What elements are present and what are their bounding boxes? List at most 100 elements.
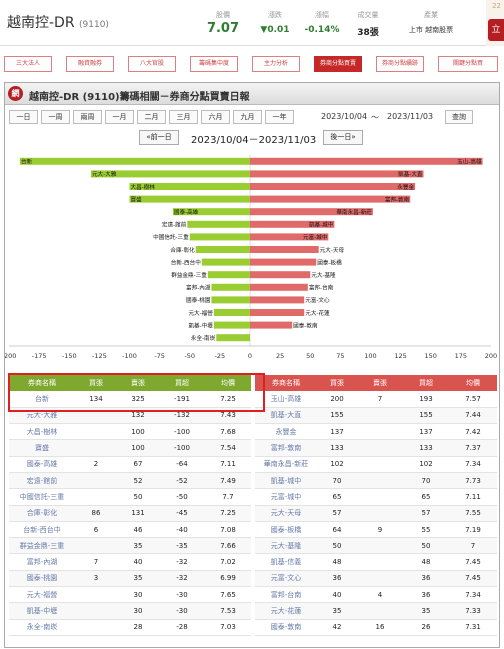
next-day-button[interactable]: 後一日»: [323, 130, 363, 145]
buy-broker-link[interactable]: 凱基-中壢: [9, 602, 75, 620]
period-9m-button[interactable]: 九月: [233, 110, 262, 124]
buy-cell: 3: [75, 570, 117, 588]
sell-broker-link[interactable]: 凱基-信義: [255, 553, 317, 571]
sell-broker-link[interactable]: 國泰-板橋: [255, 521, 317, 539]
buy-bar: [187, 220, 250, 228]
highlight-box: [8, 373, 265, 412]
sell-cell: 16: [357, 619, 403, 636]
x-tick-label: -150: [62, 352, 77, 360]
buy-cell: -30: [159, 602, 205, 620]
stock-name: 越南控-DR: [7, 15, 75, 31]
buy-bar-label: 元大-大雅: [92, 170, 117, 178]
tab-concentration[interactable]: 籌碼集中度: [190, 56, 238, 72]
tab-broker-daily[interactable]: 券商分點買賣: [314, 56, 362, 72]
sell-cell: 7.34: [449, 456, 497, 473]
tab-key-broker[interactable]: 關鍵分點買: [438, 56, 498, 72]
sell-cell: [357, 537, 403, 555]
tab-main-force[interactable]: 主力分析: [252, 56, 300, 72]
sell-broker-link[interactable]: 國泰-敦南: [255, 619, 317, 636]
buy-broker-link[interactable]: 合庫-彰化: [9, 505, 75, 522]
panel-title: 越南控-DR (9110)籌碼相關－券商分點買賣日報: [29, 92, 250, 103]
sell-broker-link[interactable]: 永豐金: [255, 423, 317, 441]
sell-broker-link[interactable]: 富邦-台南: [255, 586, 317, 604]
sell-broker-link[interactable]: 凱基-城中: [255, 472, 317, 490]
buy-broker-link[interactable]: 國泰-高雄: [9, 456, 75, 473]
date-from-field[interactable]: 2023/10/04: [321, 112, 368, 121]
buy-broker-link[interactable]: 群益金鼎-三重: [9, 537, 75, 555]
sell-table-body: 玉山-高雄 200 7 193 7.57 凱基-大直 155 155 7.44 永豐金 137 137…: [255, 391, 497, 636]
buy-broker-link[interactable]: 大昌-樹林: [9, 423, 75, 441]
sell-broker-link[interactable]: 元大-天母: [255, 505, 317, 522]
sell-table-row: 國泰-敦南 42 16 26 7.31: [255, 619, 497, 636]
sell-cell: 65: [317, 488, 357, 506]
tab-margin[interactable]: 融資融券: [66, 56, 114, 72]
sell-broker-link[interactable]: 玉山-高雄: [255, 391, 317, 408]
sell-bar-label: 元大-基隆: [311, 271, 336, 279]
sell-broker-link[interactable]: 富邦-敦南: [255, 439, 317, 457]
sell-bar: [250, 271, 311, 279]
period-1w-button[interactable]: 一周: [41, 110, 70, 124]
sell-broker-link[interactable]: 元大-基隆: [255, 537, 317, 555]
buy-table-row: 元大-福營 30 -30 7.65: [9, 586, 251, 604]
buy-cell: [75, 423, 117, 441]
query-button[interactable]: 查詢: [445, 110, 473, 124]
sell-broker-link[interactable]: 元富-文心: [255, 570, 317, 588]
buy-cell: -28: [159, 619, 205, 636]
period-2m-button[interactable]: 二月: [137, 110, 166, 124]
period-1m-button[interactable]: 一月: [105, 110, 134, 124]
buy-broker-link[interactable]: 台新: [9, 391, 75, 408]
tab-institutional[interactable]: 三大法人: [4, 56, 52, 72]
buy-broker-link[interactable]: 台新-西台中: [9, 521, 75, 539]
buy-broker-link[interactable]: 寶盛: [9, 439, 75, 457]
period-1d-button[interactable]: 一日: [9, 110, 38, 124]
period-2w-button[interactable]: 兩周: [73, 110, 102, 124]
date-to-field[interactable]: 2023/11/03: [387, 112, 434, 121]
sell-bar: [250, 195, 411, 203]
sell-bar-label: 元富-文心: [305, 296, 330, 304]
sell-table-header: 券商名稱 買張 賣張 買超 均價: [255, 375, 497, 391]
sell-table-row: 富邦-敦南 133 133 7.37: [255, 439, 497, 457]
period-3m-button[interactable]: 三月: [169, 110, 198, 124]
sell-bar-label: 華南永昌-新莊: [336, 208, 372, 216]
sell-broker-link[interactable]: 元富-城中: [255, 488, 317, 506]
buy-broker-link[interactable]: 元大-福營: [9, 586, 75, 604]
buy-header-cell: 均價: [205, 375, 251, 391]
buy-broker-link[interactable]: 宏遠-館前: [9, 472, 75, 490]
sell-cell: 7.34: [449, 586, 497, 604]
prev-day-button[interactable]: «前一日: [139, 130, 179, 145]
buy-bar: [90, 170, 250, 178]
quote-change-pct: 漲幅 -0.14%: [302, 10, 342, 35]
buy-cell: [75, 439, 117, 457]
buy-broker-link[interactable]: 國泰-桃園: [9, 570, 75, 588]
sell-broker-link[interactable]: 華南永昌-新莊: [255, 456, 317, 473]
buy-header-cell: 賣張: [117, 375, 159, 391]
period-1y-button[interactable]: 一年: [265, 110, 294, 124]
buy-broker-link[interactable]: 永全-南崁: [9, 619, 75, 636]
sell-cell: 48: [403, 553, 449, 571]
date-separator: ～: [371, 113, 379, 122]
buy-bar: [216, 334, 250, 342]
buy-table-header: 券商名稱 買張 賣張 買超 均價: [9, 375, 251, 391]
buy-broker-link[interactable]: 中國信託-三重: [9, 488, 75, 506]
buy-cell: -52: [159, 472, 205, 490]
sell-cell: 4: [357, 586, 403, 604]
buy-cell: 52: [117, 472, 159, 490]
buy-bar-label: 中國信託-三重: [153, 233, 189, 241]
sell-bar-label: 凱基-城中: [309, 221, 334, 229]
sell-header-cell: 買張: [317, 375, 357, 391]
buy-broker-link[interactable]: 富邦-內湖: [9, 553, 75, 571]
sell-broker-link[interactable]: 凱基-大直: [255, 407, 317, 425]
sell-broker-link[interactable]: 元大-花蓮: [255, 602, 317, 620]
sell-table-row: 永豐金 137 137 7.42: [255, 423, 497, 441]
sell-cell: 35: [403, 602, 449, 620]
buy-cell: 35: [117, 537, 159, 555]
corner-red-button[interactable]: 立: [488, 19, 504, 41]
tab-official-banks[interactable]: 八大官股: [128, 56, 176, 72]
period-6m-button[interactable]: 六月: [201, 110, 230, 124]
buy-table-row: 凱基-中壢 30 -30 7.53: [9, 602, 251, 620]
buy-cell: 40: [117, 553, 159, 571]
sell-cell: 7.42: [449, 423, 497, 441]
price-value: 7.07: [206, 21, 240, 36]
x-tick-label: 150: [425, 352, 437, 360]
tab-broker-track[interactable]: 券商分點續跡: [376, 56, 424, 72]
